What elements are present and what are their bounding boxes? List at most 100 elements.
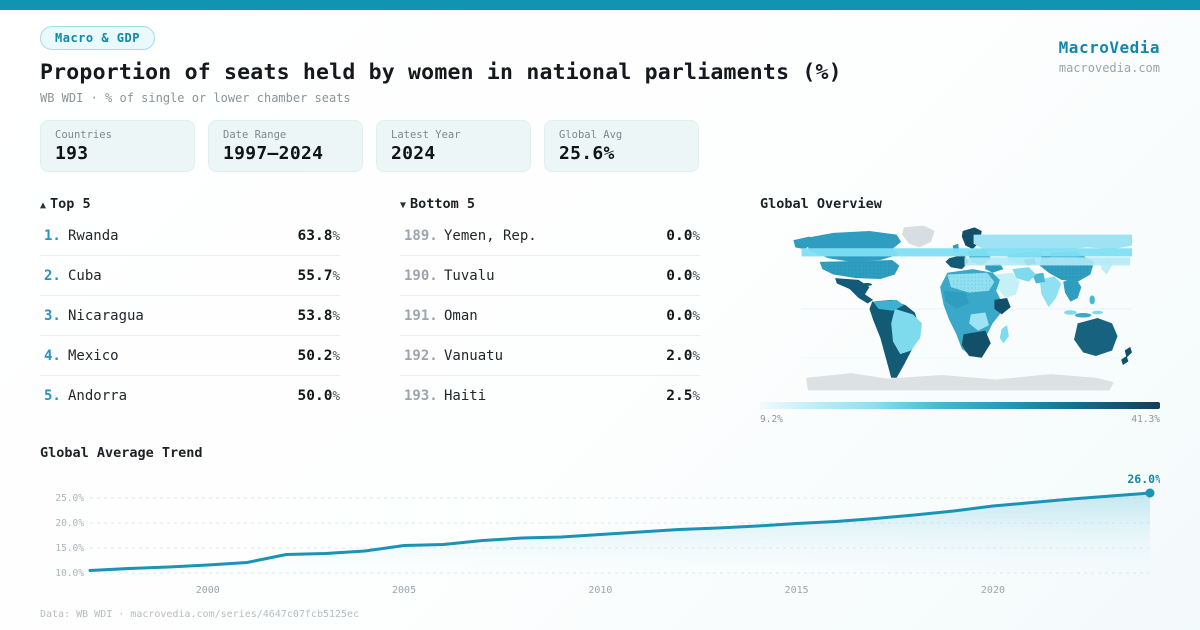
- percent-sign: %: [692, 228, 700, 243]
- country-value: 2.0: [666, 348, 693, 364]
- map-greenland: [902, 225, 935, 248]
- bottom5-title-label: Bottom 5: [410, 196, 476, 212]
- page-subtitle: WB WDI · % of single or lower chamber se…: [40, 91, 351, 105]
- top5-list: 1. Rwanda 63.8% 2. Cuba 55.7% 3. Nicarag…: [40, 216, 340, 415]
- stat-card: Global Avg 25.6%: [544, 120, 699, 172]
- stat-card: Countries 193: [40, 120, 195, 172]
- map-title: Global Overview: [760, 196, 882, 212]
- map-section: Global Overview: [760, 196, 1160, 425]
- map-colorbar: [760, 402, 1160, 409]
- down-arrow-icon: ▼: [400, 200, 407, 211]
- trend-title: Global Average Trend: [40, 445, 203, 461]
- stat-label: Countries: [55, 129, 112, 141]
- map-madagascar: [999, 325, 1009, 344]
- top5-title: ▲ Top 5: [40, 196, 340, 212]
- stat-label: Global Avg: [559, 129, 623, 141]
- scale-min-label: 9.2%: [760, 414, 783, 425]
- rank-number: 4.: [44, 348, 61, 364]
- top5-title-label: Top 5: [50, 196, 91, 212]
- map-mexico: [835, 278, 874, 304]
- country-value: 63.8: [297, 228, 333, 244]
- country-value: 50.2: [297, 348, 333, 364]
- percent-sign: %: [332, 348, 340, 363]
- footer-attribution: Data: WB WDI · macrovedia.com/series/464…: [40, 609, 360, 620]
- country-name: Andorra: [68, 388, 128, 404]
- table-row: 4. Mexico 50.2%: [40, 336, 340, 376]
- percent-sign: %: [692, 348, 700, 363]
- map-antarctica: [806, 373, 1114, 391]
- top5-section: ▲ Top 5 1. Rwanda 63.8% 2. Cuba 55.7%: [40, 196, 340, 425]
- stat-value: 25.6%: [559, 143, 615, 164]
- rank-number: 191.: [404, 308, 438, 324]
- table-row: 192. Vanuatu 2.0%: [400, 336, 700, 376]
- svg-text:20.0%: 20.0%: [55, 518, 84, 529]
- country-value: 2.5: [666, 388, 693, 404]
- stat-card: Latest Year 2024: [376, 120, 531, 172]
- world-map: [793, 225, 1132, 391]
- map-new-zealand: [1124, 346, 1132, 358]
- table-row: 191. Oman 0.0%: [400, 296, 700, 336]
- map-ethiopia: [994, 298, 1011, 315]
- country-name: Mexico: [68, 348, 119, 364]
- trend-chart: 10.0% 15.0% 20.0% 25.0% 2000 2005 2010 2015 2020…: [55, 472, 1160, 596]
- scale-max-label: 41.3%: [1131, 414, 1160, 425]
- percent-sign: %: [692, 268, 700, 283]
- country-value: 0.0: [666, 308, 693, 324]
- svg-text:2010: 2010: [588, 585, 612, 596]
- map-russia: [973, 234, 1132, 251]
- percent-sign: %: [332, 268, 340, 283]
- percent-sign: %: [332, 388, 340, 403]
- country-name: Oman: [444, 308, 478, 324]
- stat-label: Latest Year: [391, 129, 461, 141]
- stat-value: 193: [55, 143, 89, 164]
- table-row: 190. Tuvalu 0.0%: [400, 256, 700, 296]
- up-arrow-icon: ▲: [40, 200, 47, 211]
- rank-number: 3.: [44, 308, 61, 324]
- top-accent-bar: [0, 0, 1200, 10]
- map-india: [1039, 276, 1062, 308]
- bottom5-title: ▼ Bottom 5: [400, 196, 700, 212]
- map-western-europe: [945, 254, 970, 270]
- table-row: 193. Haiti 2.5%: [400, 376, 700, 415]
- bottom5-list: 189. Yemen, Rep. 0.0% 190. Tuvalu 0.0% 1…: [400, 216, 700, 415]
- stat-card: Date Range 1997—2024: [208, 120, 363, 172]
- page-title: Proportion of seats held by women in nat…: [40, 60, 842, 85]
- svg-text:26.0%: 26.0%: [1127, 472, 1160, 486]
- country-value: 50.0: [297, 388, 333, 404]
- country-name: Yemen, Rep.: [444, 228, 537, 244]
- stat-cards: Countries 193 Date Range 1997—2024 Lates…: [40, 120, 1160, 172]
- rank-number: 1.: [44, 228, 61, 244]
- table-row: 2. Cuba 55.7%: [40, 256, 340, 296]
- table-row: 1. Rwanda 63.8%: [40, 216, 340, 256]
- table-row: 189. Yemen, Rep. 0.0%: [400, 216, 700, 256]
- brand-domain: macrovedia.com: [1058, 61, 1160, 75]
- stat-label: Date Range: [223, 129, 287, 141]
- svg-text:2020: 2020: [981, 585, 1005, 596]
- brand-name: MacroVedia: [1058, 38, 1160, 57]
- stat-value: 2024: [391, 143, 436, 164]
- country-value: 0.0: [666, 268, 693, 284]
- map-australia: [1074, 317, 1118, 356]
- stat-value: 1997—2024: [223, 143, 324, 164]
- country-name: Haiti: [444, 388, 487, 404]
- rank-number: 192.: [404, 348, 438, 364]
- map-canada: [804, 231, 902, 262]
- percent-sign: %: [692, 388, 700, 403]
- header: Macro & GDP Proportion of seats held by …: [40, 26, 1160, 105]
- rank-number: 190.: [404, 268, 438, 284]
- percent-sign: %: [332, 308, 340, 323]
- country-name: Nicaragua: [68, 308, 144, 324]
- svg-text:2005: 2005: [392, 585, 416, 596]
- rank-number: 193.: [404, 388, 438, 404]
- table-row: 5. Andorra 50.0%: [40, 376, 340, 415]
- country-name: Vanuatu: [444, 348, 504, 364]
- country-value: 53.8: [297, 308, 333, 324]
- bottom5-section: ▼ Bottom 5 189. Yemen, Rep. 0.0% 190. Tuv…: [400, 196, 700, 425]
- percent-sign: %: [332, 228, 340, 243]
- map-saudi: [994, 272, 1020, 299]
- country-name: Cuba: [68, 268, 102, 284]
- category-badge: Macro & GDP: [40, 26, 155, 50]
- country-name: Rwanda: [68, 228, 119, 244]
- map-brazil: [891, 308, 922, 355]
- brand-block: MacroVedia macrovedia.com: [1059, 26, 1160, 75]
